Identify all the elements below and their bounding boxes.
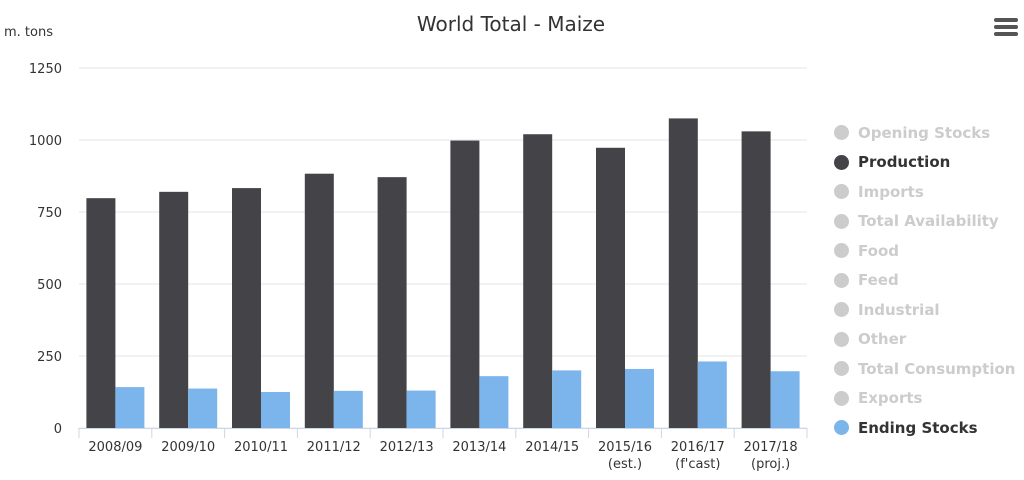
legend-label: Other: [858, 330, 907, 349]
y-tick-label: 1000: [29, 134, 62, 149]
bar-ending-stocks[interactable]: [697, 361, 727, 428]
x-tick-label: 2015/16: [598, 440, 652, 455]
legend-item-ending-stocks[interactable]: Ending Stocks: [832, 413, 1022, 443]
legend-marker: [834, 213, 849, 229]
bar-ending-stocks[interactable]: [261, 392, 290, 428]
y-tick-label: 0: [54, 422, 62, 437]
x-tick-label: 2017/18: [744, 440, 798, 455]
legend-item-food[interactable]: Food: [832, 236, 1022, 266]
legend-item-feed[interactable]: Feed: [832, 266, 1022, 296]
legend-label: Ending Stocks: [858, 418, 978, 437]
bars: [86, 118, 800, 429]
legend-marker: [834, 125, 849, 141]
legend-label: Industrial: [858, 300, 940, 319]
bar-production[interactable]: [377, 177, 407, 428]
legend-item-imports[interactable]: Imports: [832, 177, 1022, 207]
bar-ending-stocks[interactable]: [479, 376, 509, 428]
legend-marker: [834, 361, 849, 377]
x-tick-label: 2013/14: [452, 440, 506, 455]
bar-ending-stocks[interactable]: [188, 388, 218, 428]
x-tick-label: 2009/10: [161, 440, 215, 455]
legend-item-production[interactable]: Production: [832, 148, 1022, 178]
bar-ending-stocks[interactable]: [115, 387, 145, 428]
legend-label: Imports: [858, 182, 924, 201]
legend-item-total-consumption[interactable]: Total Consumption: [832, 354, 1022, 384]
legend-item-exports[interactable]: Exports: [832, 384, 1022, 414]
legend-marker: [834, 243, 849, 259]
bar-production[interactable]: [86, 198, 116, 428]
x-axis: 2008/09 2009/10 2010/11 2011/12 2012/13 2013/…: [78, 428, 808, 472]
x-tick-label: (proj.): [751, 457, 790, 472]
bar-production[interactable]: [232, 188, 261, 428]
legend-label: Exports: [858, 389, 923, 408]
bar-production[interactable]: [304, 173, 334, 428]
hamburger-menu-icon[interactable]: [994, 18, 1018, 40]
x-tick-label: 2008/09: [88, 440, 142, 455]
bar-ending-stocks[interactable]: [625, 368, 654, 428]
x-tick-label: 2012/13: [380, 440, 434, 455]
legend-item-other[interactable]: Other: [832, 325, 1022, 355]
legend-marker: [834, 420, 849, 436]
y-axis: 0 250 500 750 1000 1250: [29, 62, 62, 437]
y-tick-label: 500: [37, 278, 62, 293]
y-tick-label: 750: [37, 206, 62, 221]
bar-production[interactable]: [741, 131, 771, 429]
x-tick-label: 2014/15: [525, 440, 579, 455]
legend-label: Total Consumption: [858, 359, 1016, 378]
legend-label: Production: [858, 153, 951, 172]
y-tick-label: 1250: [29, 62, 62, 77]
bar-production[interactable]: [596, 147, 625, 428]
bar-production[interactable]: [159, 191, 189, 428]
bar-production[interactable]: [668, 118, 698, 429]
legend-item-industrial[interactable]: Industrial: [832, 295, 1022, 325]
legend-marker: [834, 154, 849, 170]
bar-ending-stocks[interactable]: [552, 370, 582, 428]
legend-label: Total Availability: [858, 212, 999, 231]
bar-production[interactable]: [450, 140, 480, 429]
bar-ending-stocks[interactable]: [333, 390, 363, 428]
legend-marker: [834, 390, 849, 406]
x-tick-label: (est.): [608, 457, 642, 472]
legend-marker: [834, 272, 849, 288]
chart-title: World Total - Maize: [417, 12, 605, 36]
y-tick-label: 250: [37, 350, 62, 365]
legend-label: Food: [858, 241, 899, 260]
legend-marker: [834, 331, 849, 347]
legend: Opening Stocks Production Imports Total Ava…: [832, 118, 1022, 443]
legend-label: Feed: [858, 271, 899, 290]
x-tick-label: 2010/11: [234, 440, 288, 455]
legend-label: Opening Stocks: [858, 123, 991, 142]
bar-ending-stocks[interactable]: [406, 390, 436, 428]
legend-marker: [834, 302, 849, 318]
legend-marker: [834, 184, 849, 200]
x-tick-label: (f'cast): [675, 457, 720, 472]
bar-ending-stocks[interactable]: [770, 371, 800, 428]
x-tick-label: 2016/17: [671, 440, 725, 455]
legend-item-opening-stocks[interactable]: Opening Stocks: [832, 118, 1022, 148]
bar-production[interactable]: [523, 134, 553, 429]
x-tick-label: 2011/12: [307, 440, 361, 455]
legend-item-total-availability[interactable]: Total Availability: [832, 207, 1022, 237]
y-axis-label: m. tons: [4, 25, 53, 40]
